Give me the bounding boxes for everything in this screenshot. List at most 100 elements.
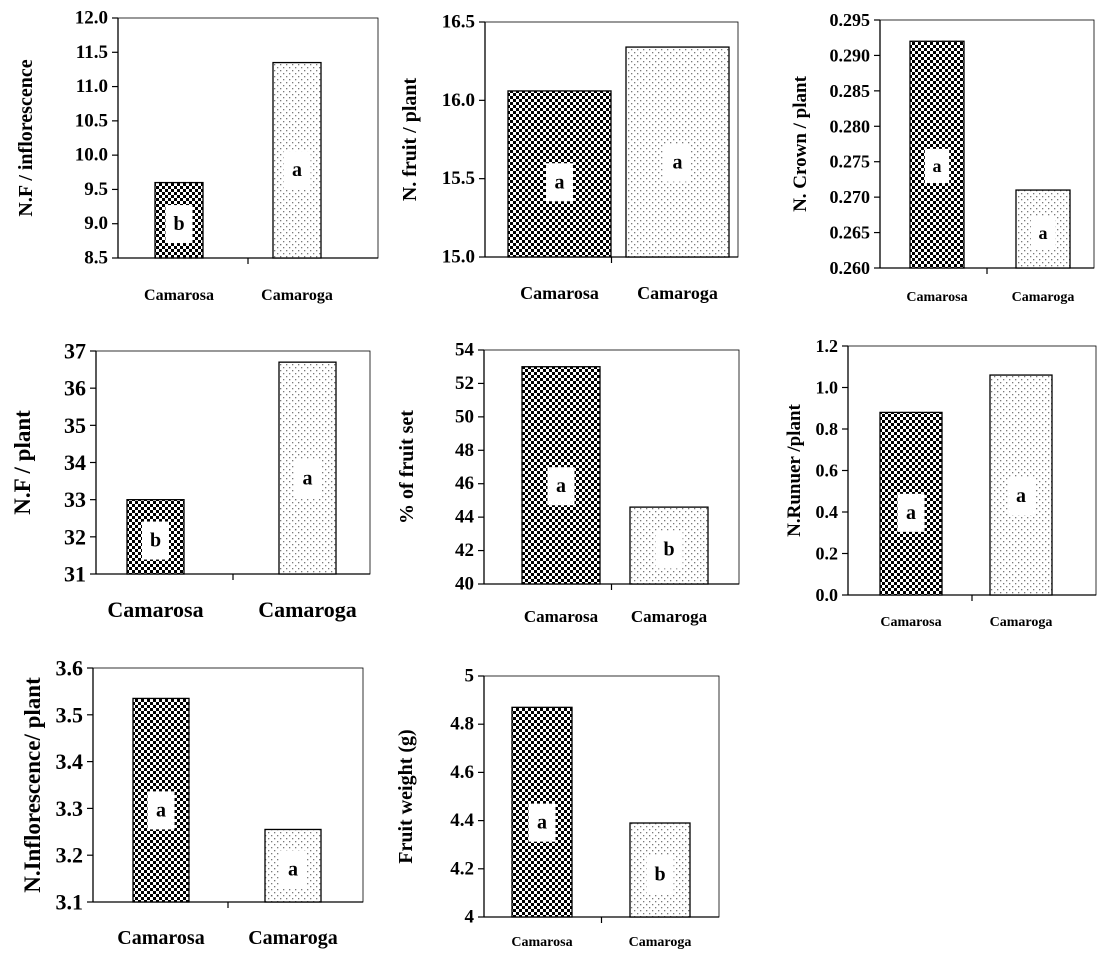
- y-tick-label: 36: [64, 376, 86, 401]
- category-label: Camaroga: [990, 615, 1053, 630]
- y-tick-label: 3.5: [56, 702, 84, 727]
- significance-letter: a: [673, 152, 683, 174]
- y-tick-label: 0.8: [816, 419, 839, 439]
- y-tick-label: 0.280: [830, 116, 871, 136]
- y-tick-label: 9.0: [84, 213, 108, 234]
- y-tick-label: 1.2: [816, 336, 839, 356]
- y-tick-label: 32: [64, 524, 86, 549]
- y-tick-label: 0.270: [830, 187, 871, 207]
- letter-box: [147, 791, 175, 830]
- category-label: Camaroga: [629, 935, 692, 950]
- y-tick-label: 0.290: [830, 45, 871, 65]
- category-label: Camaroga: [637, 283, 718, 303]
- letter-box: [547, 467, 575, 506]
- y-tick-label: 10.5: [75, 110, 108, 131]
- significance-letter: a: [537, 812, 547, 834]
- letter-box: [528, 803, 556, 842]
- y-tick-label: 9.5: [84, 179, 108, 200]
- y-tick-label: 40: [455, 574, 474, 595]
- y-tick-label: 5: [465, 666, 475, 687]
- y-axis-title: N.Inflorescence/ plant: [20, 677, 45, 893]
- significance-letter: a: [288, 858, 298, 880]
- y-tick-label: 42: [455, 540, 474, 561]
- chart-panel-4: 31 32 33 34 35 36 37 b Camarosa a Camaroga N.F / pl…: [10, 339, 371, 622]
- category-label: Camarosa: [117, 927, 204, 949]
- y-axis-title: Fruit weight (g): [395, 729, 417, 863]
- y-tick-label: 15.0: [442, 247, 475, 268]
- category-label: Camarosa: [880, 615, 941, 630]
- y-axis-title: N. fruit / plant: [399, 77, 421, 201]
- category-label: Camaroga: [248, 927, 338, 949]
- significance-letter: b: [150, 530, 161, 552]
- y-tick-label: 11.0: [76, 76, 108, 97]
- y-tick-label: 0.0: [816, 585, 839, 605]
- y-tick-label: 4: [465, 907, 475, 928]
- chart-panel-5: 40 42 44 46 48 50 52 54 a Camarosa b Camaroga % of f…: [396, 340, 740, 626]
- y-tick-label: 8.5: [84, 248, 108, 269]
- category-label: Camarosa: [906, 290, 967, 305]
- y-tick-label: 1.0: [816, 378, 839, 398]
- y-tick-label: 48: [455, 440, 474, 461]
- y-tick-label: 0.295: [830, 10, 871, 30]
- y-tick-label: 46: [455, 473, 474, 494]
- letter-box: [924, 148, 950, 184]
- letter-box: [1007, 477, 1035, 516]
- significance-letter: a: [156, 799, 166, 821]
- significance-letter: b: [654, 864, 665, 886]
- y-tick-label: 50: [455, 406, 474, 427]
- y-axis-title: N.Runuer /plant: [784, 403, 805, 536]
- significance-letter: b: [663, 538, 674, 560]
- letter-box: [1030, 215, 1056, 251]
- bar-camaroga: [625, 46, 730, 258]
- y-tick-label: 12.0: [75, 8, 108, 29]
- bar-camarosa: [511, 706, 573, 918]
- y-tick-label: 34: [64, 450, 86, 475]
- y-tick-label: 37: [64, 339, 86, 364]
- y-tick-label: 0.260: [830, 258, 871, 278]
- y-tick-label: 44: [455, 507, 475, 528]
- category-label: Camarosa: [524, 607, 599, 626]
- letter-box: [546, 163, 573, 202]
- y-tick-label: 0.285: [830, 81, 871, 101]
- y-tick-label: 4.8: [450, 714, 474, 735]
- letter-box: [165, 205, 193, 244]
- y-tick-label: 11.5: [76, 42, 108, 63]
- category-label: Camarosa: [144, 287, 214, 304]
- chart-panel-3: 0.260 0.265 0.270 0.275 0.280 0.285 0.290 0.295…: [790, 10, 1095, 305]
- y-tick-label: 15.5: [442, 168, 475, 189]
- significance-letter: a: [555, 171, 565, 193]
- significance-letter: a: [933, 156, 942, 176]
- y-axis-title: N. Crown / plant: [790, 75, 811, 212]
- y-tick-label: 3.1: [56, 890, 84, 915]
- letter-box: [664, 143, 691, 182]
- y-axis-title: % of fruit set: [396, 410, 418, 524]
- y-tick-label: 35: [64, 413, 86, 438]
- chart-panel-2: 15.0 15.5 16.0 16.5 a Camarosa a Camaroga N. fru…: [399, 12, 739, 303]
- bar-camaroga: [629, 822, 691, 918]
- letter-box: [897, 493, 925, 532]
- y-tick-label: 16.5: [442, 12, 475, 33]
- significance-letter: b: [173, 213, 184, 235]
- category-label: Camaroga: [261, 287, 333, 304]
- y-tick-label: 3.6: [56, 656, 84, 681]
- category-label: Camaroga: [258, 597, 357, 622]
- letter-box: [279, 850, 307, 889]
- y-tick-label: 16.0: [442, 90, 475, 111]
- y-tick-label: 0.265: [830, 223, 871, 243]
- significance-letter: a: [292, 159, 302, 181]
- y-tick-label: 4.2: [450, 858, 474, 879]
- y-tick-label: 0.4: [816, 502, 839, 522]
- category-label: Camaroga: [1012, 290, 1075, 305]
- y-tick-label: 0.2: [816, 544, 839, 564]
- category-label: Camaroga: [631, 607, 708, 626]
- y-tick-label: 4.6: [450, 762, 474, 783]
- y-tick-label: 3.4: [56, 749, 84, 774]
- y-tick-label: 0.6: [816, 461, 839, 481]
- y-tick-label: 0.275: [830, 152, 871, 172]
- category-label: Camarosa: [520, 283, 599, 303]
- y-tick-label: 10.0: [75, 145, 108, 166]
- y-tick-label: 3.3: [56, 796, 84, 821]
- y-tick-label: 54: [455, 340, 475, 361]
- letter-box: [142, 521, 169, 560]
- category-label: Camarosa: [511, 935, 572, 950]
